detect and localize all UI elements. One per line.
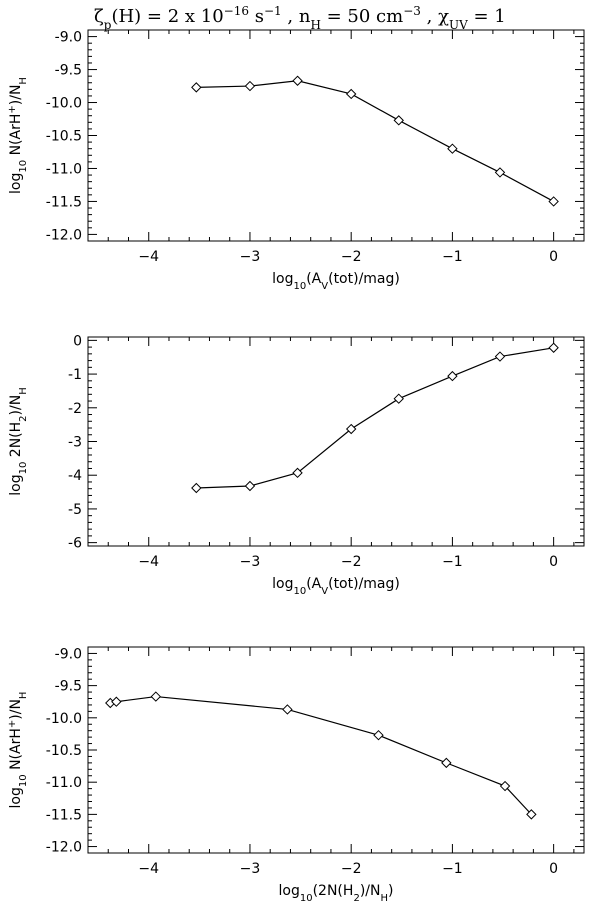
plot-frame bbox=[87, 646, 585, 854]
data-point-diamond bbox=[441, 757, 452, 769]
y-tick-label: -10.0 bbox=[46, 711, 82, 727]
data-point-diamond bbox=[526, 809, 537, 820]
data-point-diamond bbox=[393, 115, 404, 126]
data-point-diamond bbox=[499, 780, 511, 792]
y-tick-label: -2 bbox=[68, 401, 82, 417]
data-point-diamond bbox=[548, 342, 559, 353]
data-point-diamond bbox=[111, 696, 122, 707]
y-tick-label: -1 bbox=[68, 367, 82, 383]
y-tick-label: -6 bbox=[68, 536, 82, 552]
series-line bbox=[196, 347, 554, 489]
x-tick-label: −1 bbox=[442, 861, 463, 877]
x-tick-label: −3 bbox=[240, 861, 261, 877]
y-tick-label: -12.0 bbox=[46, 227, 82, 243]
y-tick-label: -11.0 bbox=[46, 775, 82, 791]
x-axis-label: log10(2N(H2)/NH) bbox=[279, 883, 394, 903]
y-tick-label: -12.0 bbox=[46, 840, 82, 856]
data-point-diamond bbox=[150, 691, 162, 702]
data-point-diamond bbox=[447, 143, 458, 154]
x-tick-label: −2 bbox=[341, 554, 362, 570]
plot-frame bbox=[87, 29, 585, 242]
x-tick-label: −2 bbox=[341, 861, 362, 877]
x-axis-label: log10(AV(tot)/mag) bbox=[272, 576, 400, 597]
x-tick-label: 0 bbox=[549, 249, 558, 265]
x-tick-label: −3 bbox=[240, 249, 261, 265]
y-axis-label: log10 N(ArH+)/NH bbox=[7, 692, 29, 809]
data-point-diamond bbox=[282, 704, 293, 715]
data-point-diamond bbox=[373, 729, 384, 741]
data-point-diamond bbox=[292, 75, 303, 86]
data-point-diamond bbox=[345, 423, 357, 435]
data-point-diamond bbox=[447, 370, 458, 382]
y-tick-label: -10.0 bbox=[46, 96, 82, 112]
y-tick-label: -9.0 bbox=[55, 30, 82, 46]
y-tick-label: -11.5 bbox=[46, 807, 82, 823]
data-point-diamond bbox=[548, 196, 559, 207]
data-point-diamond bbox=[494, 167, 506, 178]
data-point-diamond bbox=[244, 80, 256, 92]
data-point-diamond bbox=[191, 482, 202, 494]
data-point-diamond bbox=[191, 82, 202, 93]
y-axis-label: log10 N(ArH+)/NH bbox=[7, 77, 29, 194]
x-tick-label: −4 bbox=[138, 861, 159, 877]
x-tick-label: −4 bbox=[138, 249, 159, 265]
data-point-diamond bbox=[345, 88, 357, 100]
x-tick-label: −2 bbox=[341, 249, 362, 265]
y-tick-label: -10.5 bbox=[46, 743, 82, 759]
y-axis-label: log10 2N(H2)/NH bbox=[8, 387, 29, 495]
x-axis-label: log10(AV(tot)/mag) bbox=[272, 271, 400, 292]
y-tick-label: -3 bbox=[68, 435, 82, 451]
y-tick-label: -4 bbox=[68, 468, 82, 484]
x-tick-label: 0 bbox=[549, 861, 558, 877]
series-line bbox=[110, 695, 532, 815]
series-line bbox=[196, 80, 554, 202]
data-point-diamond bbox=[494, 351, 506, 362]
y-tick-label: -5 bbox=[68, 502, 82, 518]
chart-panel-1: −4 −3 −2 −1 0 -12.0 -11.5 -11.0 -10.5 -10.0 -9.5 -9… bbox=[7, 29, 585, 292]
chart-panel-3: −4 −3 −2 −1 0 -12.0 -11.5 -11.0 -10.5 -10.0 -9.5 -9… bbox=[7, 646, 585, 903]
chart-panel-2: −4 −3 −2 −1 0 -6 -5 -4 -3 -2 -1 0 log10(AV(tot)/mag)… bbox=[8, 333, 585, 597]
data-point-diamond bbox=[292, 467, 303, 479]
y-tick-label: -11.5 bbox=[46, 194, 82, 210]
y-tick-label: -11.0 bbox=[46, 161, 82, 177]
figure-title: ζp(H) = 2 x 10−16 s−1 , nH = 50 cm−3 , χ… bbox=[94, 4, 506, 32]
data-point-diamond bbox=[393, 393, 404, 404]
y-tick-label: -10.5 bbox=[46, 129, 82, 145]
data-point-diamond bbox=[244, 480, 256, 492]
x-tick-label: −4 bbox=[138, 554, 159, 570]
y-tick-label: -9.5 bbox=[55, 679, 82, 695]
y-tick-label: -9.5 bbox=[55, 63, 82, 79]
x-tick-label: −3 bbox=[240, 554, 261, 570]
x-tick-label: −1 bbox=[442, 249, 463, 265]
y-tick-label: 0 bbox=[73, 333, 82, 349]
x-tick-label: −1 bbox=[442, 554, 463, 570]
y-tick-label: -9.0 bbox=[55, 646, 82, 662]
x-tick-label: 0 bbox=[549, 554, 558, 570]
